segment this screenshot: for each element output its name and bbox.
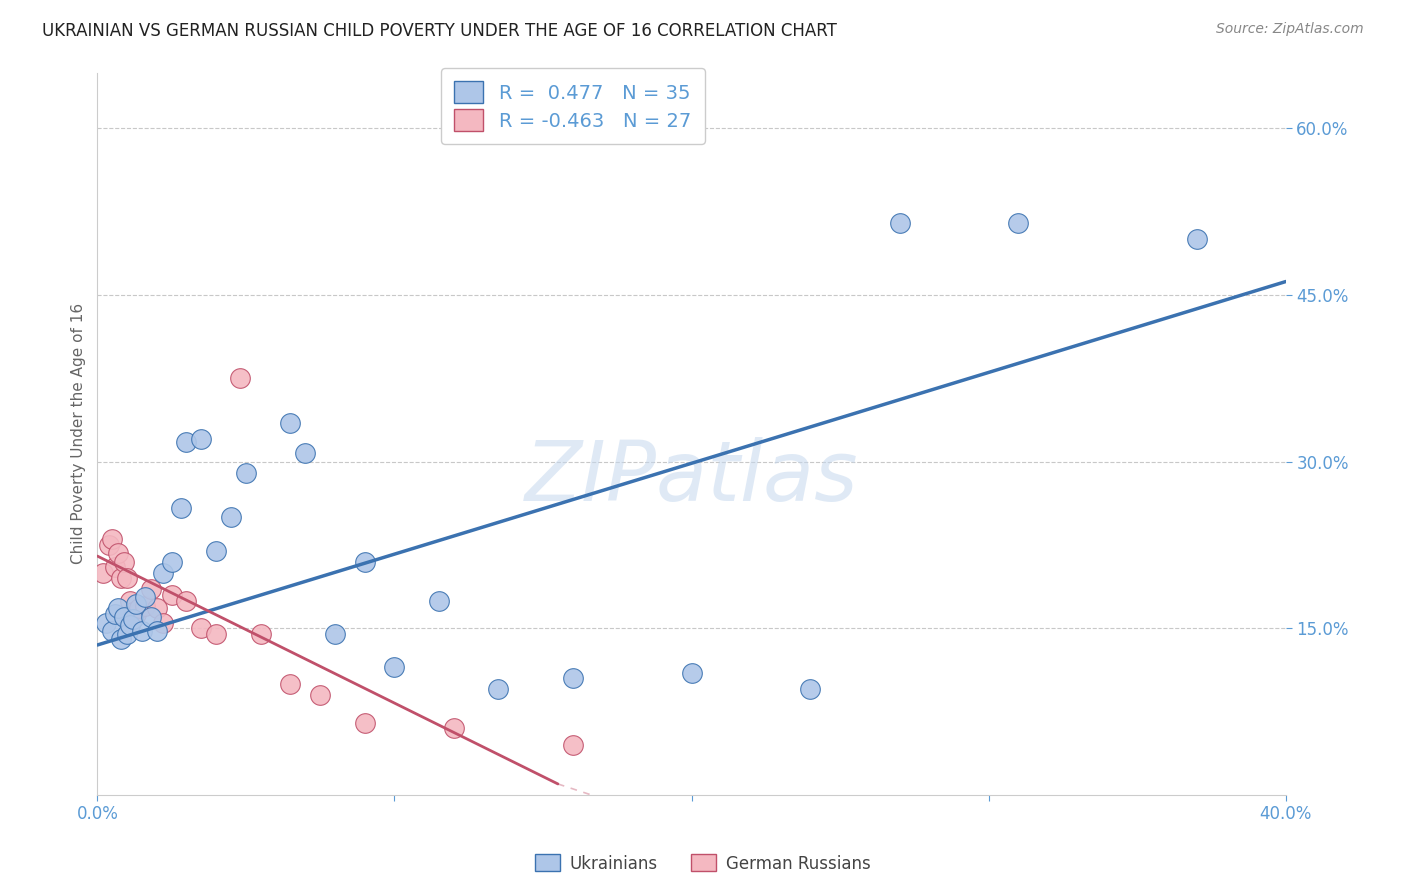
Point xyxy=(205,543,228,558)
Point xyxy=(139,610,162,624)
Point xyxy=(176,593,198,607)
Legend: R =  0.477   N = 35, R = -0.463   N = 27: R = 0.477 N = 35, R = -0.463 N = 27 xyxy=(440,68,704,145)
Text: ZIPatlas: ZIPatlas xyxy=(524,437,859,517)
Point xyxy=(101,533,124,547)
Point xyxy=(107,546,129,560)
Point xyxy=(1007,216,1029,230)
Point xyxy=(122,612,145,626)
Point xyxy=(112,610,135,624)
Point xyxy=(176,434,198,449)
Text: Source: ZipAtlas.com: Source: ZipAtlas.com xyxy=(1216,22,1364,37)
Point xyxy=(205,627,228,641)
Y-axis label: Child Poverty Under the Age of 16: Child Poverty Under the Age of 16 xyxy=(72,303,86,565)
Point xyxy=(799,682,821,697)
Point xyxy=(889,216,911,230)
Point xyxy=(353,555,375,569)
Point xyxy=(134,599,156,613)
Point xyxy=(280,677,302,691)
Point xyxy=(104,560,127,574)
Point xyxy=(91,566,114,580)
Point xyxy=(561,671,583,685)
Point xyxy=(152,566,174,580)
Point xyxy=(294,446,316,460)
Point xyxy=(152,615,174,630)
Point xyxy=(190,621,212,635)
Point xyxy=(443,722,465,736)
Point xyxy=(118,618,141,632)
Point xyxy=(96,615,118,630)
Point xyxy=(110,571,132,585)
Point xyxy=(118,593,141,607)
Point xyxy=(235,466,257,480)
Point xyxy=(134,591,156,605)
Point xyxy=(139,582,162,597)
Point xyxy=(98,538,121,552)
Point xyxy=(1185,232,1208,246)
Point xyxy=(160,588,183,602)
Point xyxy=(125,607,148,621)
Point xyxy=(112,555,135,569)
Point xyxy=(115,627,138,641)
Point xyxy=(229,371,252,385)
Point xyxy=(323,627,346,641)
Point xyxy=(169,501,191,516)
Point xyxy=(561,738,583,752)
Point xyxy=(146,624,169,638)
Point xyxy=(104,607,127,621)
Point xyxy=(146,601,169,615)
Point xyxy=(309,688,332,702)
Point xyxy=(384,660,406,674)
Text: UKRAINIAN VS GERMAN RUSSIAN CHILD POVERTY UNDER THE AGE OF 16 CORRELATION CHART: UKRAINIAN VS GERMAN RUSSIAN CHILD POVERT… xyxy=(42,22,837,40)
Point xyxy=(681,665,703,680)
Point xyxy=(160,555,183,569)
Point xyxy=(249,627,271,641)
Point xyxy=(101,624,124,638)
Point xyxy=(190,433,212,447)
Point xyxy=(280,416,302,430)
Point xyxy=(115,571,138,585)
Legend: Ukrainians, German Russians: Ukrainians, German Russians xyxy=(529,847,877,880)
Point xyxy=(353,715,375,730)
Point xyxy=(219,510,242,524)
Point xyxy=(131,624,153,638)
Point xyxy=(122,605,145,619)
Point xyxy=(107,601,129,615)
Point xyxy=(128,601,150,615)
Point xyxy=(110,632,132,647)
Point xyxy=(427,593,450,607)
Point xyxy=(488,682,510,697)
Point xyxy=(125,597,148,611)
